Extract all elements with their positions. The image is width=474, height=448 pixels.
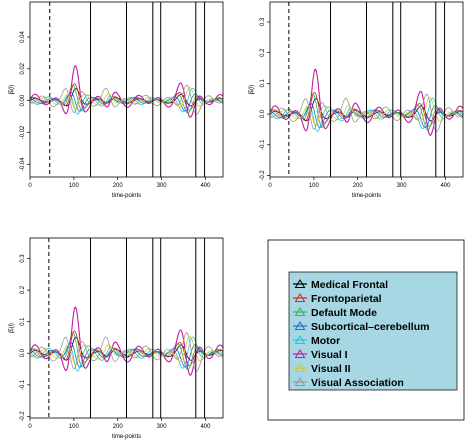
y-tick-label: 0.0 xyxy=(260,109,266,118)
x-axis-label: time-points xyxy=(112,193,141,199)
legend-label: Visual Association xyxy=(311,377,404,389)
x-tick-label: 100 xyxy=(309,183,320,189)
chart-panel-3: 0 100 200 300 400 -0.2 -0.1 0.0 0.1 0.2 0.3 time-po… xyxy=(9,237,224,440)
x-tick-label: 0 xyxy=(28,183,32,189)
legend-entry: Visual Association xyxy=(293,377,404,389)
x-tick-label: 400 xyxy=(440,183,451,189)
y-tick-label: 0.02 xyxy=(20,62,26,74)
legend-label: Medical Frontal xyxy=(311,279,388,291)
legend-entry: Frontoparietal xyxy=(293,293,382,305)
y-tick-label: 0.3 xyxy=(20,254,26,263)
triangle-marker-icon xyxy=(294,279,306,288)
legend-label: Visual I xyxy=(311,349,348,361)
y-tick-label: 0.2 xyxy=(260,48,266,57)
x-axis-label: time-points xyxy=(112,434,141,440)
legend-label: Default Mode xyxy=(311,307,377,319)
x-tick-label: 200 xyxy=(113,183,124,189)
legend-entry: Subcortical–cerebellum xyxy=(293,321,429,333)
triangle-marker-icon xyxy=(294,349,306,358)
plot-frame xyxy=(269,1,464,178)
y-tick-label: 0.04 xyxy=(20,31,26,43)
triangle-marker-icon xyxy=(294,377,306,386)
legend-box xyxy=(288,271,458,391)
y-tick-label: 0.1 xyxy=(260,79,266,88)
y-tick-label: 0.1 xyxy=(20,317,26,326)
triangle-marker-icon xyxy=(294,307,306,316)
y-tick-label: -0.2 xyxy=(20,411,26,422)
y-tick-label: 0.2 xyxy=(20,285,26,294)
x-tick-label: 300 xyxy=(157,183,168,189)
triangle-marker-icon xyxy=(294,335,306,344)
x-tick-label: 100 xyxy=(69,183,80,189)
y-tick-label: -0.04 xyxy=(20,157,26,171)
plot-frame xyxy=(29,1,224,178)
y-tick-label: 0.0 xyxy=(20,348,26,357)
x-tick-label: 200 xyxy=(113,424,124,430)
legend-entry: Motor xyxy=(293,335,340,347)
triangle-marker-icon xyxy=(294,363,306,372)
y-axis-label: β̂ⱼ(l) xyxy=(9,85,15,95)
legend-entry: Medical Frontal xyxy=(293,279,388,291)
x-tick-label: 400 xyxy=(200,424,211,430)
y-tick-label: 0.00 xyxy=(20,94,26,106)
plot-frame xyxy=(29,237,224,419)
y-tick-label: -0.02 xyxy=(20,125,26,139)
chart-panel-1: 0 100 200 300 400 -0.04 -0.02 0.00 0.02 0.04 time-… xyxy=(9,1,224,199)
x-axis-label: time-points xyxy=(352,193,381,199)
chart-panel-2: 0 100 200 300 400 -0.2 -0.1 0.0 0.1 0.2 0.3 time-po… xyxy=(249,1,464,199)
legend-entry: Visual I xyxy=(293,349,348,361)
y-tick-label: -0.1 xyxy=(260,139,266,150)
legend-entry: Visual II xyxy=(293,363,351,375)
triangle-marker-icon xyxy=(294,321,306,330)
legend-label: Motor xyxy=(311,335,340,347)
y-tick-label: 0.3 xyxy=(260,17,266,26)
legend-entry: Default Mode xyxy=(293,307,377,319)
y-axis-label: β̂ⱼ(l) xyxy=(249,85,255,95)
legend-label: Visual II xyxy=(311,363,351,375)
x-tick-label: 100 xyxy=(69,424,80,430)
triangle-marker-icon xyxy=(294,293,306,302)
y-axis-label: β̂ⱼ(l) xyxy=(9,323,15,333)
legend-label: Frontoparietal xyxy=(311,293,382,305)
x-tick-label: 0 xyxy=(268,183,272,189)
legend-label: Subcortical–cerebellum xyxy=(311,321,429,333)
y-tick-label: -0.2 xyxy=(260,170,266,181)
legend-panel: Medical Frontal Frontoparietal Default Mod… xyxy=(267,239,465,421)
y-tick-label: -0.1 xyxy=(20,379,26,390)
x-tick-label: 0 xyxy=(28,424,32,430)
x-tick-label: 400 xyxy=(200,183,211,189)
x-tick-label: 300 xyxy=(157,424,168,430)
x-tick-label: 300 xyxy=(397,183,408,189)
x-tick-label: 200 xyxy=(353,183,364,189)
